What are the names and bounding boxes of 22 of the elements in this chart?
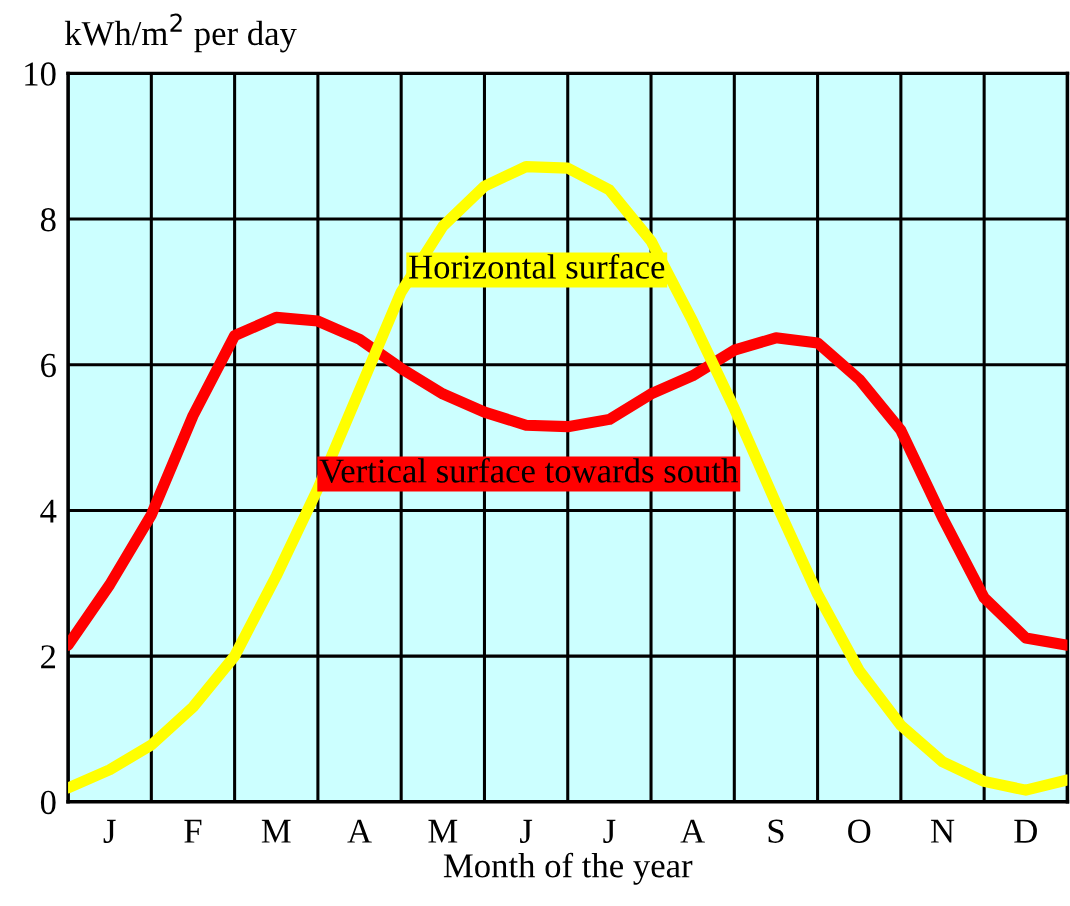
x-tick-label: M (261, 819, 291, 843)
x-tick-label: S (768, 819, 784, 843)
x-tick-label: O (848, 819, 871, 843)
x-tick-label: J (603, 819, 616, 843)
x-tick-label: M (428, 819, 458, 843)
y-tick-label: 6 (41, 353, 56, 378)
y-tick-label: 4 (40, 499, 57, 523)
x-tick-label: A (347, 819, 372, 843)
y-axis-title: kWh/m$^{2}$ per day (64, 13, 297, 53)
x-tick-label: J (103, 819, 116, 843)
x-axis-title: Month of the year (443, 852, 693, 885)
x-tick-label: F (184, 819, 202, 843)
y-tick-label: 0 (40, 790, 56, 815)
y-tick-label: 10 (25, 62, 56, 86)
x-tick-label: N (930, 819, 955, 843)
x-tick-label: J (520, 819, 533, 843)
series-label: Horizontal surface (409, 253, 665, 279)
y-tick-label: 8 (40, 208, 56, 232)
series-label: Vertical surface towards south (319, 457, 738, 483)
y-tick-label: 2 (41, 645, 56, 669)
x-tick-label: D (1014, 819, 1037, 843)
x-tick-label: A (680, 819, 705, 843)
